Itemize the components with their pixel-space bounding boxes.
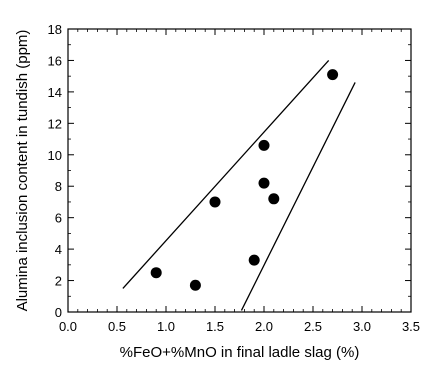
y-tick-label: 16 bbox=[48, 53, 62, 68]
data-point bbox=[258, 139, 270, 151]
data-point bbox=[327, 69, 339, 81]
data-points bbox=[150, 69, 339, 291]
x-tick-label: 3.0 bbox=[353, 319, 371, 334]
x-tick-label: 2.5 bbox=[304, 319, 322, 334]
axis-ticks: 0.0 0.5 1.0 1.5 2.0 2.5 3.0 3.5 0 2 4 6 8 10 12 14 16 18 bbox=[48, 22, 421, 334]
bounding-line bbox=[240, 82, 356, 311]
plot-frame bbox=[67, 28, 412, 313]
y-tick-label: 4 bbox=[55, 242, 62, 257]
data-point bbox=[209, 196, 221, 208]
data-point bbox=[258, 177, 270, 189]
guide-lines bbox=[122, 60, 356, 311]
y-tick-label: 18 bbox=[48, 22, 62, 37]
y-tick-label: 0 bbox=[55, 305, 62, 320]
x-axis-label: %FeO+%MnO in final ladle slag (%) bbox=[120, 344, 360, 361]
y-axis-label: Alumina inclusion content in tundish (pp… bbox=[14, 30, 31, 312]
data-point bbox=[268, 193, 280, 205]
data-point bbox=[150, 267, 162, 279]
bounding-line bbox=[122, 60, 330, 289]
y-tick-label: 10 bbox=[48, 148, 62, 163]
x-tick-label: 2.0 bbox=[255, 319, 273, 334]
x-tick-label: 1.0 bbox=[157, 319, 175, 334]
y-tick-label: 14 bbox=[48, 85, 62, 100]
y-tick-label: 12 bbox=[48, 116, 62, 131]
y-tick-label: 2 bbox=[55, 274, 62, 289]
x-tick-label: 0.0 bbox=[59, 319, 77, 334]
y-tick-label: 6 bbox=[55, 211, 62, 226]
x-tick-label: 3.5 bbox=[402, 319, 420, 334]
y-tick-label: 8 bbox=[55, 179, 62, 194]
data-point bbox=[248, 254, 260, 266]
data-point bbox=[189, 279, 201, 291]
x-tick-label: 0.5 bbox=[108, 319, 126, 334]
x-tick-label: 1.5 bbox=[206, 319, 224, 334]
